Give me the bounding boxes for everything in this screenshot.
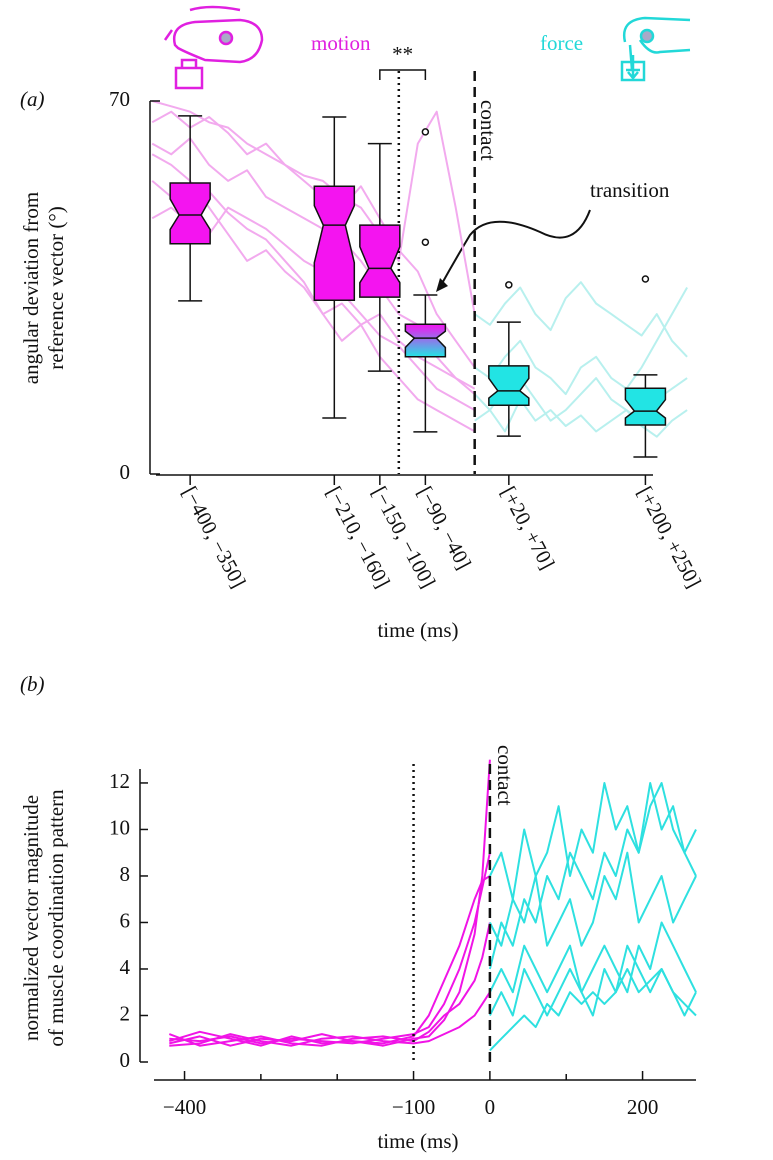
force-label: force [540, 31, 583, 55]
box [488, 365, 530, 407]
trace [489, 851, 697, 947]
trace [169, 759, 491, 1047]
y-tick-label: 0 [120, 460, 131, 484]
outlier [421, 238, 430, 246]
y-axis-label: normalized vector magnitude [19, 795, 43, 1041]
trace [488, 782, 697, 970]
force-icon [620, 16, 691, 82]
panel-label: (a) [20, 87, 45, 111]
outlier [641, 275, 650, 283]
transition-label: transition [590, 178, 670, 202]
contact-label: contact [493, 745, 517, 806]
box [624, 387, 667, 426]
box [169, 182, 211, 245]
box [359, 224, 401, 298]
x-tick-label: [+20, +70] [496, 482, 560, 573]
y-tick-label: 0 [120, 1048, 131, 1072]
y-tick-label: 70 [109, 87, 130, 111]
arrow-head [436, 278, 448, 292]
trace [474, 287, 688, 396]
y-tick-label: 2 [120, 1001, 131, 1025]
trace [169, 991, 491, 1047]
contact-label: contact [476, 100, 500, 161]
trace [151, 110, 476, 368]
x-tick-label: 0 [485, 1095, 496, 1119]
trace [489, 782, 697, 901]
y-tick-label: 12 [109, 769, 130, 793]
x-tick-label: [−400, −350] [177, 482, 250, 591]
significance-label: ** [392, 42, 413, 66]
transition-arrow [439, 209, 591, 288]
outlier [505, 281, 513, 289]
trace [489, 921, 697, 994]
trace [474, 281, 688, 358]
y-tick-label: 10 [109, 815, 130, 839]
trace [168, 922, 491, 1047]
trace [489, 944, 697, 1017]
y-tick-label: 4 [120, 955, 131, 979]
y-tick-label: 8 [120, 862, 131, 886]
x-tick-label: −100 [392, 1095, 435, 1119]
x-tick-label: −400 [163, 1095, 206, 1119]
trace [474, 398, 688, 438]
box [313, 185, 356, 302]
panel-label: (b) [20, 672, 45, 696]
y-tick-label: 6 [120, 908, 131, 932]
motion-icon [163, 5, 264, 90]
y-axis-label: reference vector (°) [44, 206, 68, 369]
y-axis-label: angular deviation from [19, 192, 43, 384]
box [404, 323, 447, 358]
motion-label: motion [311, 31, 371, 55]
trace [169, 875, 491, 1047]
trace [151, 100, 476, 315]
significance-bracket [379, 69, 427, 80]
y-axis-label: of muscle coordination pattern [44, 789, 68, 1047]
x-tick-label: [+200, +250] [633, 482, 706, 591]
outlier [421, 128, 430, 136]
x-axis-label: time (ms) [377, 618, 458, 642]
x-tick-label: 200 [627, 1095, 659, 1119]
trace [169, 852, 491, 1045]
x-axis-label: time (ms) [377, 1129, 458, 1153]
